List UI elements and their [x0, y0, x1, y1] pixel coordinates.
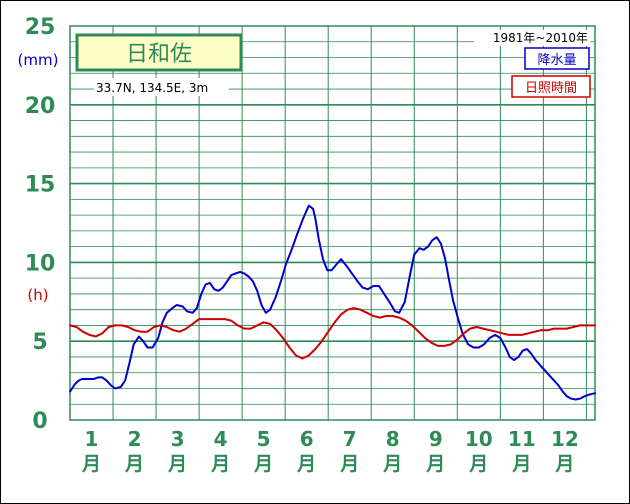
month-number-label: 9 [429, 427, 443, 451]
month-char-label: 月 [511, 453, 531, 475]
legend-precip [524, 47, 590, 70]
precipitation-line [69, 204, 596, 401]
month-number-label: 11 [508, 427, 536, 451]
month-number-label: 4 [214, 427, 228, 451]
month-char-label: 月 [382, 453, 402, 475]
y-tick-label: 0 [32, 409, 47, 434]
month-number-label: 12 [551, 427, 579, 451]
unit-sunshine: (h) [27, 286, 48, 304]
y-tick-labels: 25 20 15 10 5 0 [25, 15, 56, 434]
month-char-label: 月 [425, 453, 445, 475]
y-tick-label: 20 [25, 94, 56, 119]
legend-sunshine [511, 75, 591, 98]
legend-sunshine-label: 日照時間 [525, 81, 577, 96]
month-number-label: 3 [171, 427, 185, 451]
sunshine-line [69, 307, 596, 360]
period-bg [474, 30, 590, 46]
month-char-label: 月 [124, 453, 144, 475]
legend-precip-label: 降水量 [537, 53, 576, 68]
y-tick-label: 15 [25, 173, 56, 198]
y-tick-label: 5 [32, 330, 47, 355]
station-coords: 33.7N, 134.5E, 3m [96, 81, 208, 95]
month-number-label: 6 [300, 427, 314, 451]
month-number-label: 5 [257, 427, 271, 451]
unit-precip: (mm) [18, 51, 59, 69]
month-number-label: 7 [343, 427, 357, 451]
month-number-label: 1 [85, 427, 99, 451]
month-char-label: 月 [167, 453, 187, 475]
y-tick-label: 10 [25, 251, 56, 276]
month-char-label: 月 [81, 453, 101, 475]
period-label: 1981年~2010年 [493, 31, 588, 45]
y-tick-label: 25 [25, 15, 56, 40]
station-name: 日和佐 [126, 42, 192, 67]
month-char-label: 月 [468, 453, 488, 475]
month-char-label: 月 [253, 453, 273, 475]
coords-bg [94, 78, 229, 96]
month-number-label: 10 [465, 427, 493, 451]
month-char-label: 月 [296, 453, 316, 475]
month-char-label: 月 [554, 453, 574, 475]
month-number-label: 2 [128, 427, 142, 451]
series-lines [69, 204, 596, 401]
station-box [75, 33, 243, 72]
month-char-label: 月 [210, 453, 230, 475]
month-char-label: 月 [339, 453, 359, 475]
month-number-label: 8 [386, 427, 400, 451]
